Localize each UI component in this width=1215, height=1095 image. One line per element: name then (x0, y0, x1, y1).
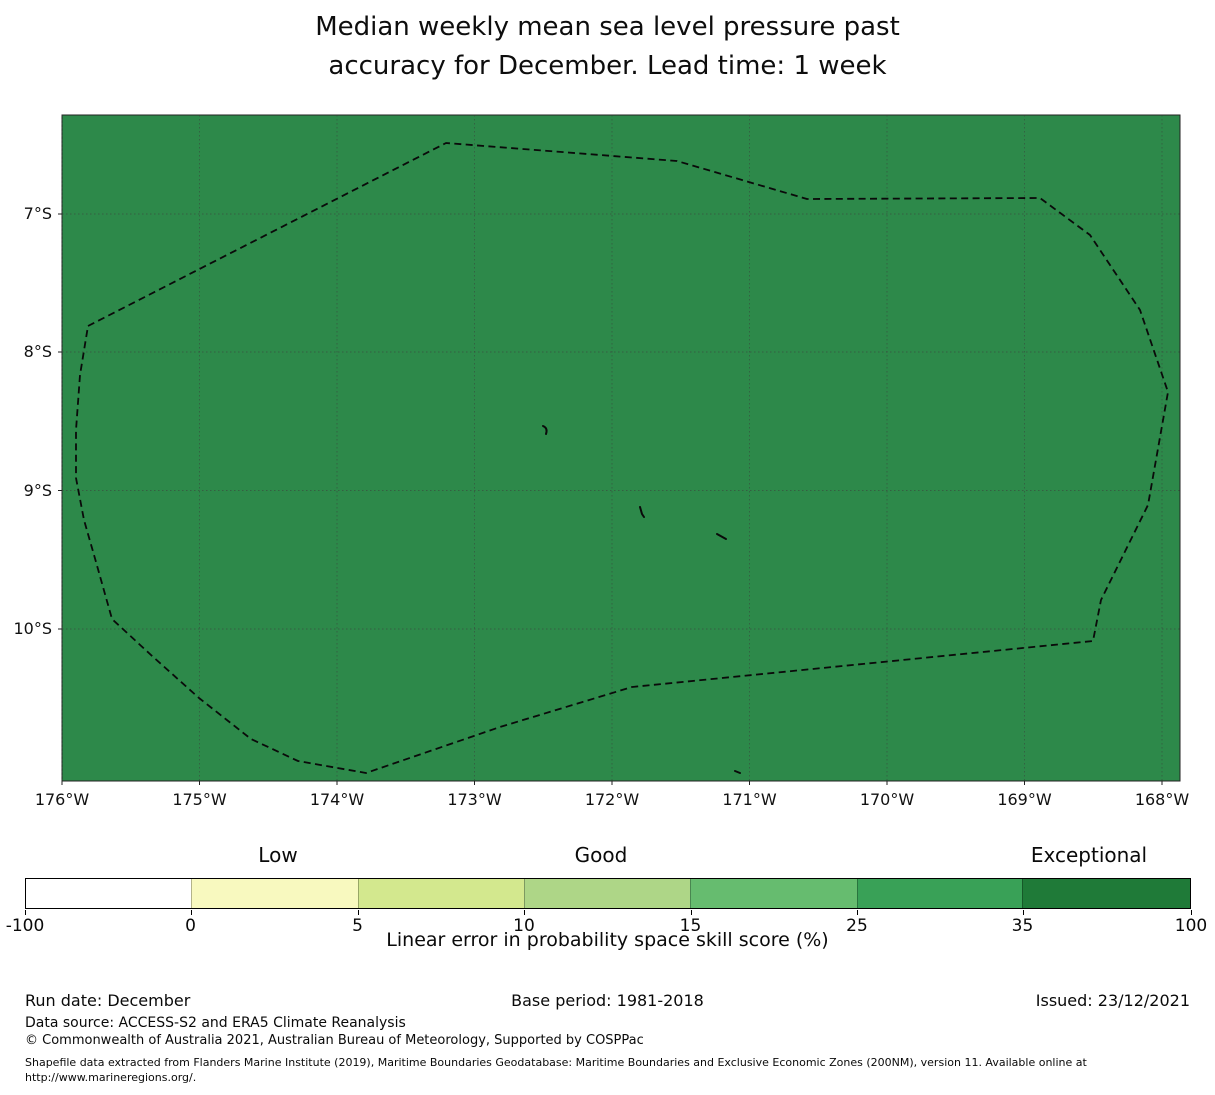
y-tick-label: 8°S (23, 342, 52, 361)
figure-title-line2: accuracy for December. Lead time: 1 week (328, 51, 887, 81)
colorbar-tick-mark (857, 910, 859, 915)
colorbar (25, 878, 1191, 909)
colorbar-segment (856, 879, 1022, 908)
map-gridlines (61, 115, 1180, 781)
x-tick-label: 169°W (997, 790, 1052, 809)
issued-date-text: Issued: 23/12/2021 (1035, 991, 1190, 1010)
colorbar-tick-label: 100 (1174, 916, 1208, 936)
colorbar-tick-mark (1022, 910, 1024, 915)
colorbar-tick-mark (190, 910, 192, 915)
colorbar-category-label: Low (258, 843, 298, 867)
colorbar-segment (357, 879, 525, 908)
colorbar-tick-label: 25 (846, 916, 868, 936)
x-tick-label: 170°W (859, 790, 915, 809)
colorbar-tick-label: 0 (185, 916, 196, 936)
run-date-text: Run date: December (25, 991, 191, 1010)
x-tick-label: 173°W (447, 790, 502, 809)
colorbar-tick-label: 10 (513, 916, 535, 936)
colorbar-category-label: Good (574, 843, 628, 867)
y-tick-label: 9°S (23, 480, 52, 500)
colorbar-tick-mark (25, 910, 27, 915)
x-tick-label: 175°W (172, 790, 227, 809)
data-source-text: Data source: ACCESS-S2 and ERA5 Climate … (25, 1015, 406, 1031)
colorbar-segment (524, 879, 691, 908)
colorbar-segment (690, 879, 857, 908)
shapefile-attribution-text: Shapefile data extracted from Flanders M… (25, 1056, 1087, 1069)
colorbar-tick-label: -100 (5, 916, 45, 936)
y-tick-label: 10°S (13, 619, 52, 638)
colorbar-tick-label: 15 (679, 916, 702, 936)
copyright-text: © Commonwealth of Australia 2021, Austra… (25, 1033, 644, 1048)
colorbar-segment (1021, 879, 1191, 908)
colorbar-tick-label: 35 (1011, 916, 1034, 936)
island-marks (542, 425, 741, 774)
colorbar-tick-mark (357, 910, 359, 915)
x-tick-label: 174°W (309, 790, 365, 809)
shapefile-url-text: http://www.marineregions.org/. (25, 1071, 197, 1084)
colorbar-tick-mark (524, 910, 526, 915)
axis-tick-marks (58, 213, 1163, 785)
x-tick-label: 171°W (722, 790, 777, 809)
y-tick-label: 7°S (23, 204, 52, 223)
map-ocean-fill (61, 114, 1181, 782)
colorbar-category-label: Exceptional (1030, 843, 1148, 867)
colorbar-tick-mark (1191, 910, 1193, 915)
figure-title-line1: Median weekly mean sea level pressure pa… (315, 12, 900, 42)
colorbar-axis-label: Linear error in probability space skill … (386, 929, 829, 951)
colorbar-segment (26, 879, 192, 908)
colorbar-tick-label: 5 (352, 916, 363, 936)
x-tick-label: 172°W (584, 790, 640, 809)
colorbar-tick-mark (690, 910, 692, 915)
base-period-text: Base period: 1981-2018 (511, 991, 704, 1010)
x-tick-label: 168°W (1134, 790, 1190, 809)
colorbar-segment (191, 879, 358, 908)
x-tick-label: 176°W (34, 790, 90, 809)
figure-title: Median weekly mean sea level pressure pa… (0, 8, 1215, 86)
